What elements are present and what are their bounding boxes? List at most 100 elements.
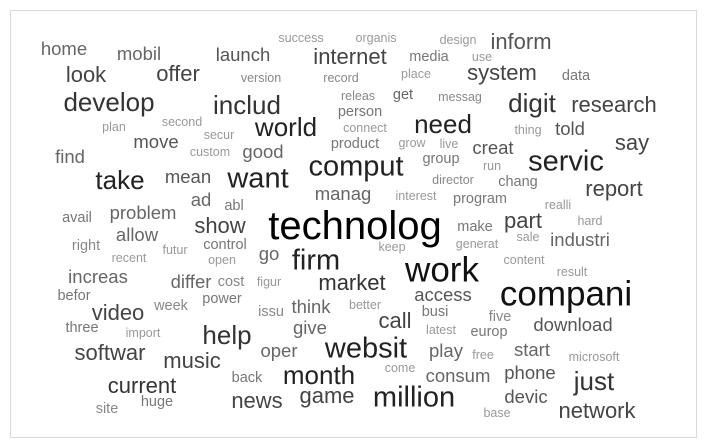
cloud-word: keep [378, 239, 406, 254]
cloud-word: recent [111, 250, 147, 265]
cloud-word: devic [504, 385, 548, 407]
cloud-word: back [231, 369, 263, 386]
cloud-word: creat [472, 136, 514, 158]
cloud-word: import [125, 325, 161, 340]
cloud-word: consum [425, 364, 491, 386]
cloud-word: group [422, 150, 460, 167]
cloud-word: control [203, 236, 247, 253]
cloud-word: open [208, 252, 236, 267]
cloud-word: access [414, 283, 472, 305]
cloud-word: connect [343, 120, 387, 135]
cloud-word: report [585, 176, 643, 201]
cloud-word: game [299, 383, 355, 408]
cloud-word: week [154, 297, 188, 314]
cloud-word: help [202, 320, 252, 350]
cloud-word: music [163, 348, 221, 373]
cloud-word: compani [499, 274, 633, 314]
cloud-word: issu [258, 303, 284, 320]
cloud-word: grow [398, 135, 426, 150]
cloud-word: go [258, 242, 280, 264]
cloud-word: manag [314, 182, 372, 204]
cloud-word: secur [203, 127, 235, 142]
cloud-word: realli [544, 197, 572, 212]
cloud-word: work [405, 250, 479, 290]
cloud-word: increas [68, 265, 128, 287]
cloud-word: told [555, 117, 585, 139]
cloud-word: run [482, 158, 502, 173]
cloud-word: better [349, 297, 381, 312]
cloud-word: director [432, 172, 474, 187]
cloud-word: research [571, 92, 657, 117]
cloud-word: need [414, 109, 472, 139]
cloud-word: allow [115, 223, 159, 245]
cloud-word: part [504, 208, 542, 233]
cloud-word: hard [577, 213, 603, 228]
cloud-word: firm [291, 244, 341, 277]
cloud-word: power [202, 290, 242, 307]
cloud-word: version [240, 70, 282, 85]
cloud-word: plan [102, 119, 126, 134]
cloud-word: oper [260, 339, 298, 361]
cloud-word: media [409, 48, 449, 65]
cloud-word: result [556, 264, 588, 279]
cloud-word: month [282, 360, 356, 390]
cloud-word: world [254, 112, 318, 142]
cloud-word: find [55, 145, 85, 167]
cloud-word: success [278, 30, 324, 45]
cloud-word: data [561, 67, 591, 84]
cloud-word: million [372, 381, 456, 414]
cloud-word: mean [164, 165, 212, 187]
cloud-word: give [293, 316, 327, 338]
cloud-word: current [107, 373, 177, 398]
cloud-word: inform [490, 29, 552, 54]
cloud-word: look [65, 62, 107, 87]
cloud-word: abl [224, 197, 244, 214]
cloud-word: befor [57, 287, 91, 304]
cloud-word: think [291, 295, 331, 317]
cloud-word: europ [470, 323, 508, 340]
cloud-word: want [227, 162, 289, 195]
cloud-word: start [514, 338, 550, 360]
cloud-word: ad [190, 188, 212, 210]
cloud-word: just [573, 366, 615, 396]
cloud-word: program [453, 190, 507, 207]
cloud-word: organis [355, 30, 397, 45]
cloud-word: interest [395, 188, 437, 203]
cloud-word: place [401, 66, 431, 81]
cloud-word: person [337, 103, 383, 120]
cloud-word: content [503, 252, 545, 267]
cloud-word: video [91, 300, 145, 325]
cloud-word: five [488, 308, 512, 325]
cloud-word: news [231, 388, 283, 413]
cloud-word: offer [156, 61, 200, 86]
cloud-word: free [472, 347, 494, 362]
cloud-word: releas [340, 88, 376, 103]
cloud-word: come [384, 360, 416, 375]
cloud-word: product [330, 135, 380, 152]
cloud-word: servic [528, 145, 604, 178]
cloud-word: softwar [74, 340, 146, 365]
cloud-word: mobil [116, 42, 162, 64]
cloud-word: chang [498, 173, 538, 190]
cloud-word: sale [516, 229, 540, 244]
cloud-word: digit [508, 88, 556, 118]
cloud-word: record [323, 70, 359, 85]
cloud-word: site [95, 400, 119, 417]
cloud-word: move [133, 130, 179, 152]
cloud-word: live [439, 136, 459, 151]
cloud-word: busi [421, 303, 449, 320]
cloud-word: avail [62, 209, 92, 226]
cloud-word: microsoft [568, 349, 620, 364]
word-cloud-frame [10, 10, 697, 438]
cloud-word: system [467, 60, 537, 85]
cloud-word: base [483, 405, 511, 420]
cloud-word: use [471, 49, 493, 64]
cloud-word: take [95, 165, 145, 195]
cloud-word: generat [455, 236, 499, 251]
cloud-word: websit [324, 332, 408, 365]
cloud-word: say [614, 130, 650, 155]
cloud-word: call [378, 308, 412, 333]
cloud-word: figur [256, 274, 282, 289]
cloud-word: comput [308, 150, 404, 183]
